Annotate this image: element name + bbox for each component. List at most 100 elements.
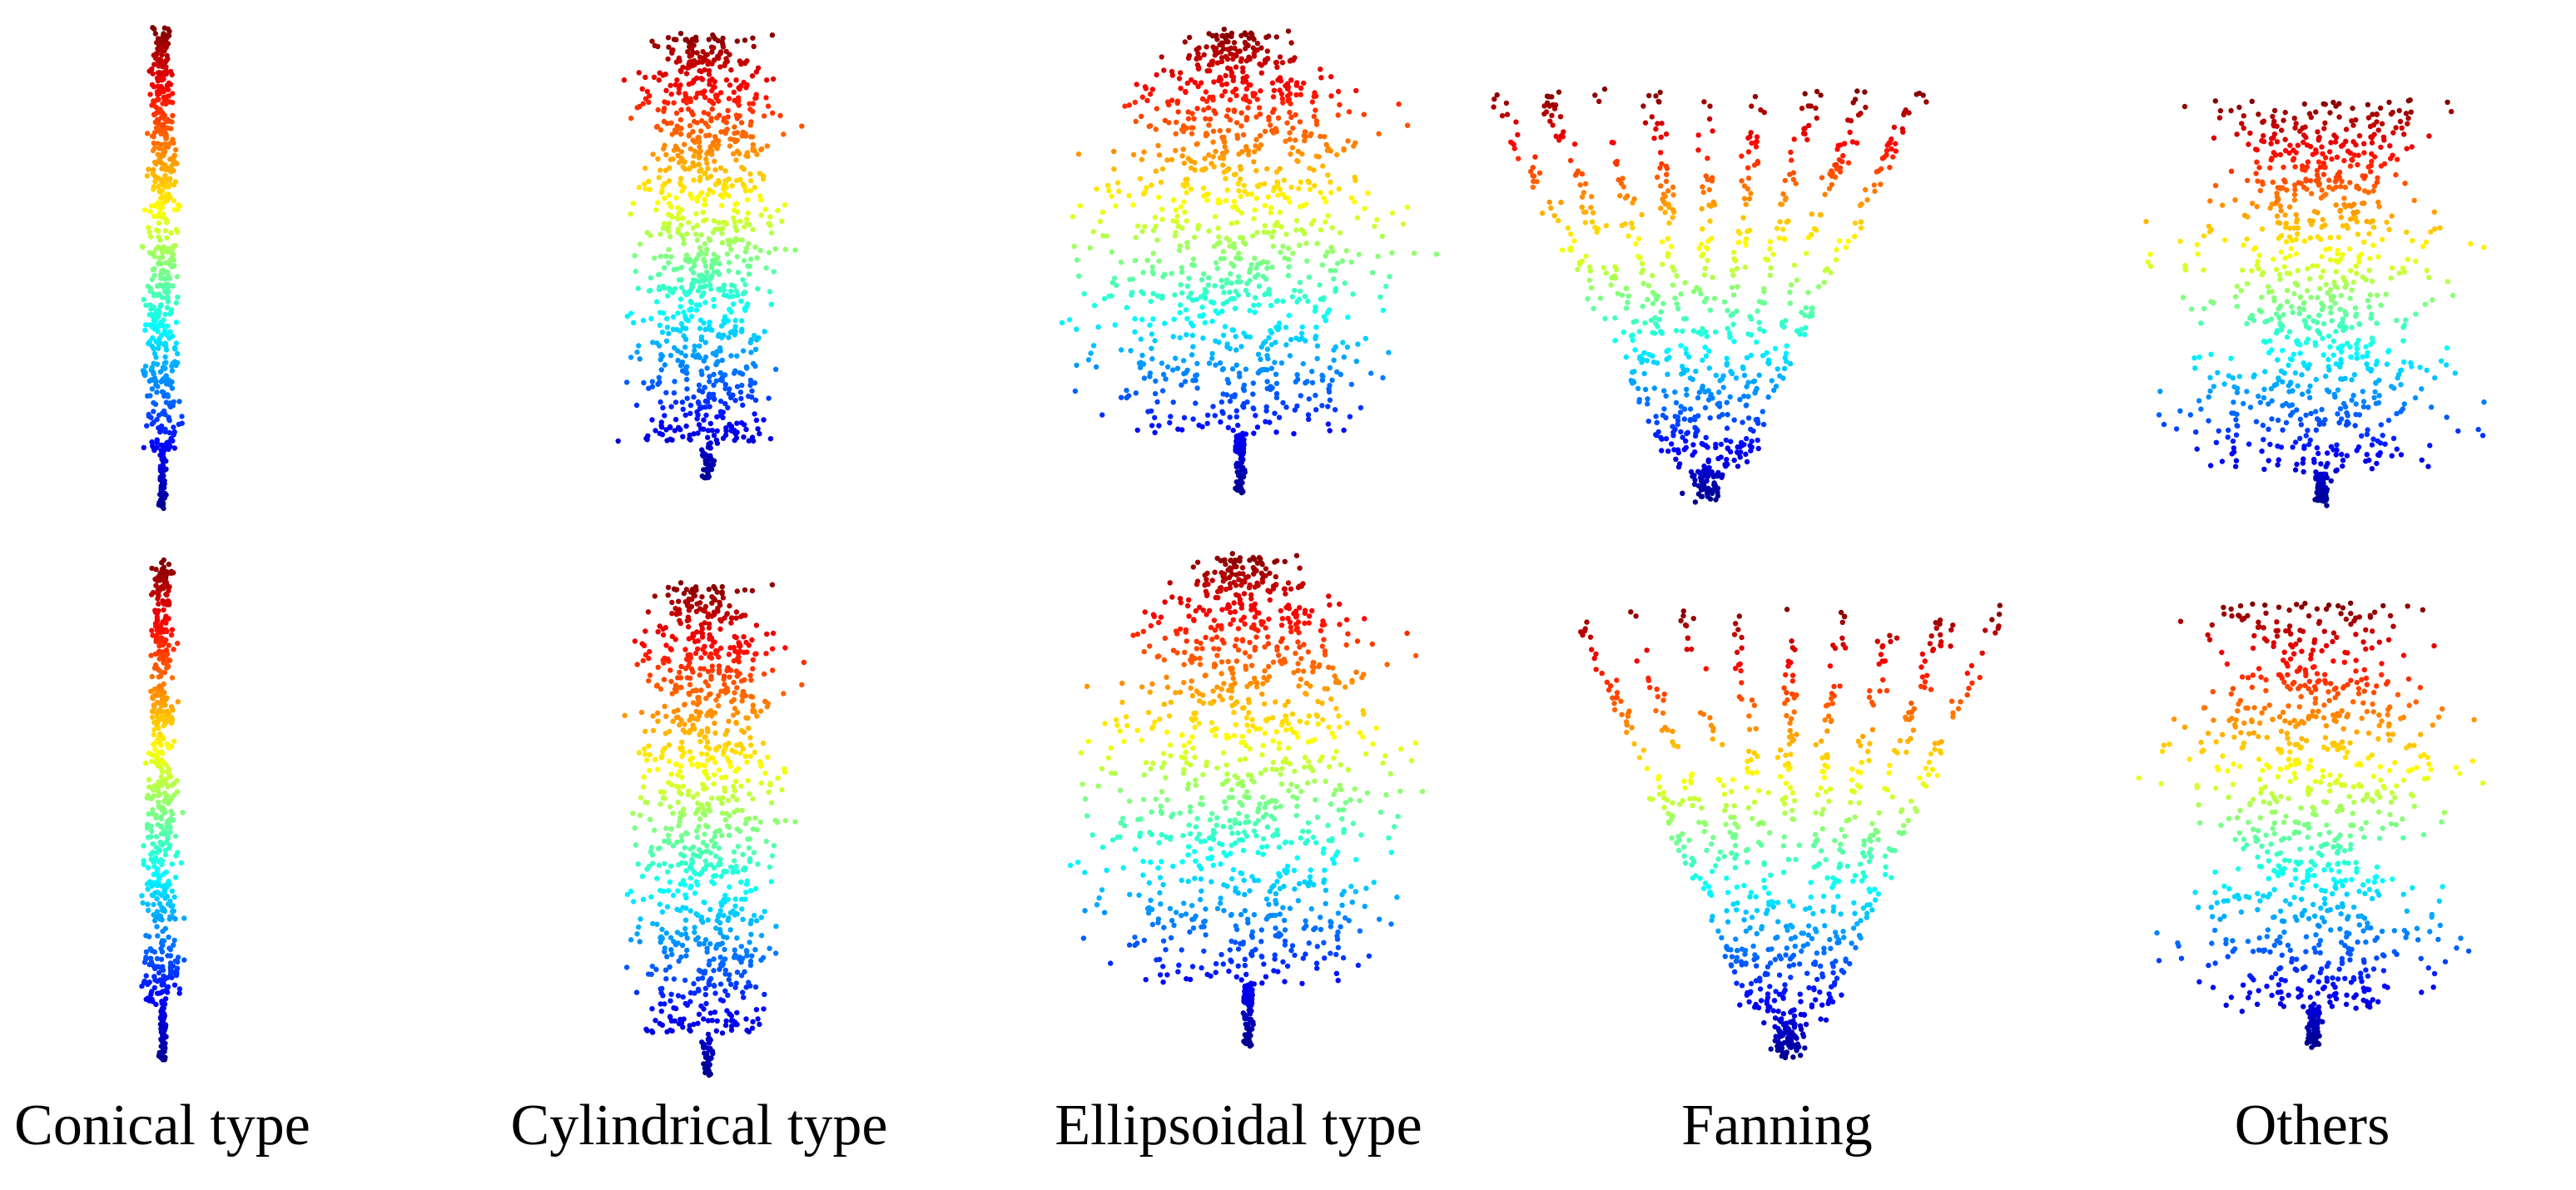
point — [151, 409, 156, 414]
point — [1353, 87, 1359, 94]
point — [1184, 218, 1189, 224]
point — [714, 349, 720, 355]
point — [1756, 299, 1763, 305]
point — [1196, 422, 1202, 429]
point — [2425, 464, 2431, 469]
point — [2327, 256, 2334, 263]
point — [1233, 461, 1239, 468]
point — [1189, 131, 1195, 136]
point — [1754, 339, 1760, 345]
point — [163, 269, 169, 275]
point — [1264, 379, 1270, 384]
point — [2370, 224, 2377, 231]
point — [1625, 300, 1630, 305]
point — [743, 364, 750, 370]
point — [1253, 114, 1259, 120]
point — [2307, 178, 2314, 184]
point — [738, 120, 745, 126]
point — [1219, 308, 1225, 315]
point — [1207, 117, 1214, 122]
point — [181, 915, 187, 921]
point — [1145, 409, 1151, 414]
point — [1149, 264, 1155, 270]
point — [1756, 372, 1762, 378]
point — [1748, 426, 1754, 433]
point — [718, 323, 725, 329]
point — [2422, 301, 2428, 307]
point — [1677, 409, 1684, 415]
point — [1190, 416, 1196, 422]
point — [707, 420, 713, 427]
point — [658, 126, 664, 133]
point — [165, 974, 171, 981]
point — [2295, 225, 2301, 231]
point — [696, 161, 702, 167]
point — [770, 110, 776, 116]
point — [736, 102, 742, 108]
point — [1223, 198, 1229, 204]
point — [678, 304, 683, 310]
point — [162, 365, 168, 371]
point — [2315, 295, 2320, 300]
point — [1683, 346, 1689, 352]
point — [660, 310, 667, 316]
point — [2191, 355, 2197, 361]
point — [1182, 183, 1188, 189]
point — [2354, 355, 2360, 361]
point — [1204, 197, 1210, 203]
point — [2380, 236, 2385, 243]
point — [1337, 102, 1343, 108]
point — [2300, 460, 2306, 466]
point — [2326, 184, 2332, 191]
point — [1253, 196, 1260, 201]
point — [734, 353, 740, 359]
point — [1678, 291, 1684, 297]
point — [704, 246, 710, 252]
point — [2388, 275, 2394, 281]
point — [1311, 113, 1318, 120]
point — [147, 92, 153, 97]
point — [148, 234, 154, 240]
point — [150, 25, 156, 31]
point — [2364, 452, 2370, 458]
point — [1745, 379, 1751, 385]
point — [175, 850, 181, 855]
point — [766, 221, 772, 226]
point — [1200, 335, 1206, 341]
point — [2363, 277, 2369, 283]
point — [2393, 171, 2399, 178]
point — [1695, 413, 1701, 419]
point — [752, 95, 758, 102]
point — [1247, 266, 1253, 272]
point — [2430, 297, 2435, 303]
point — [2325, 460, 2330, 467]
point — [158, 83, 164, 90]
point — [1133, 235, 1139, 240]
point — [1321, 295, 1327, 300]
point — [732, 324, 738, 330]
point — [1582, 181, 1589, 187]
point — [1788, 282, 1794, 288]
point — [1635, 385, 1641, 391]
point — [2180, 295, 2186, 300]
point — [171, 982, 178, 988]
point — [168, 438, 174, 444]
point — [1673, 456, 1679, 462]
point — [1128, 348, 1134, 354]
point — [2363, 459, 2369, 464]
point — [150, 893, 156, 899]
point — [750, 438, 757, 444]
point — [1221, 27, 1228, 32]
point — [678, 149, 685, 155]
point — [2271, 131, 2278, 137]
point — [1213, 338, 1219, 344]
point — [1601, 265, 1607, 270]
point — [1260, 259, 1267, 265]
point — [734, 254, 740, 260]
point — [1240, 131, 1247, 138]
point — [1341, 146, 1347, 152]
point — [667, 234, 673, 240]
point — [1238, 344, 1244, 350]
point — [2386, 226, 2392, 232]
point — [2192, 365, 2198, 371]
